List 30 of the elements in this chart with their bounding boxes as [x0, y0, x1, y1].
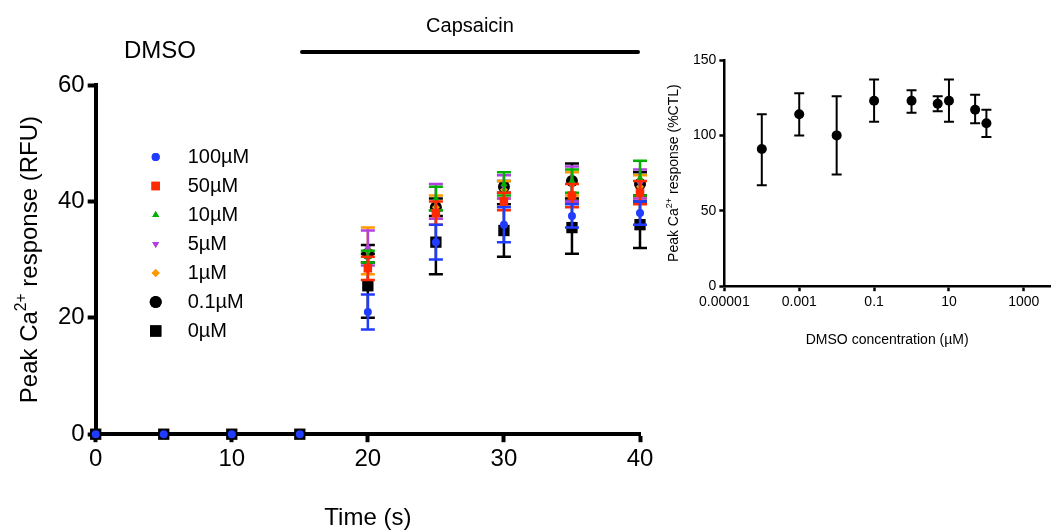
x-tick-label: 0.001 [781, 293, 817, 310]
y-tick-label: 50 [700, 201, 717, 218]
y-tick-label: 100 [693, 126, 717, 143]
legend-label: 0.1µM [187, 289, 244, 312]
y-tick-label: 60 [57, 69, 85, 97]
x-tick-label: 10 [941, 293, 957, 310]
x-tick-label: 0.1 [864, 293, 885, 310]
legend-label: 0µM [187, 318, 228, 341]
x-tick-label: 0.00001 [699, 293, 750, 310]
x-tick-label: 30 [490, 444, 518, 472]
y-tick-label: 0 [71, 418, 85, 446]
text: Capsaicin [426, 14, 514, 36]
legend-label: 50µM [187, 173, 239, 196]
x-axis-title: Time (s) [324, 502, 412, 530]
x-axis-title: DMSO concentration (µM) [805, 330, 969, 347]
legend-label: 1µM [187, 260, 228, 283]
x-tick-label: 1000 [1008, 293, 1040, 310]
y-axis-title: Peak Ca2+ response (%CTL) [663, 84, 681, 262]
legend-label: 5µM [187, 231, 228, 254]
x-tick-label: 10 [218, 444, 246, 472]
text: DMSO [124, 36, 196, 63]
x-tick-label: 40 [626, 444, 654, 472]
legend-label: 10µM [187, 202, 239, 225]
y-tick-label: 150 [693, 50, 717, 67]
x-tick-label: 0 [89, 444, 103, 472]
y-axis-title: Peak Ca2+ response (RFU) [11, 116, 42, 404]
x-tick-label: 20 [354, 444, 382, 472]
y-tick-label: 0 [708, 277, 717, 294]
legend-label: 100µM [187, 144, 250, 167]
y-tick-label: 40 [57, 186, 85, 214]
